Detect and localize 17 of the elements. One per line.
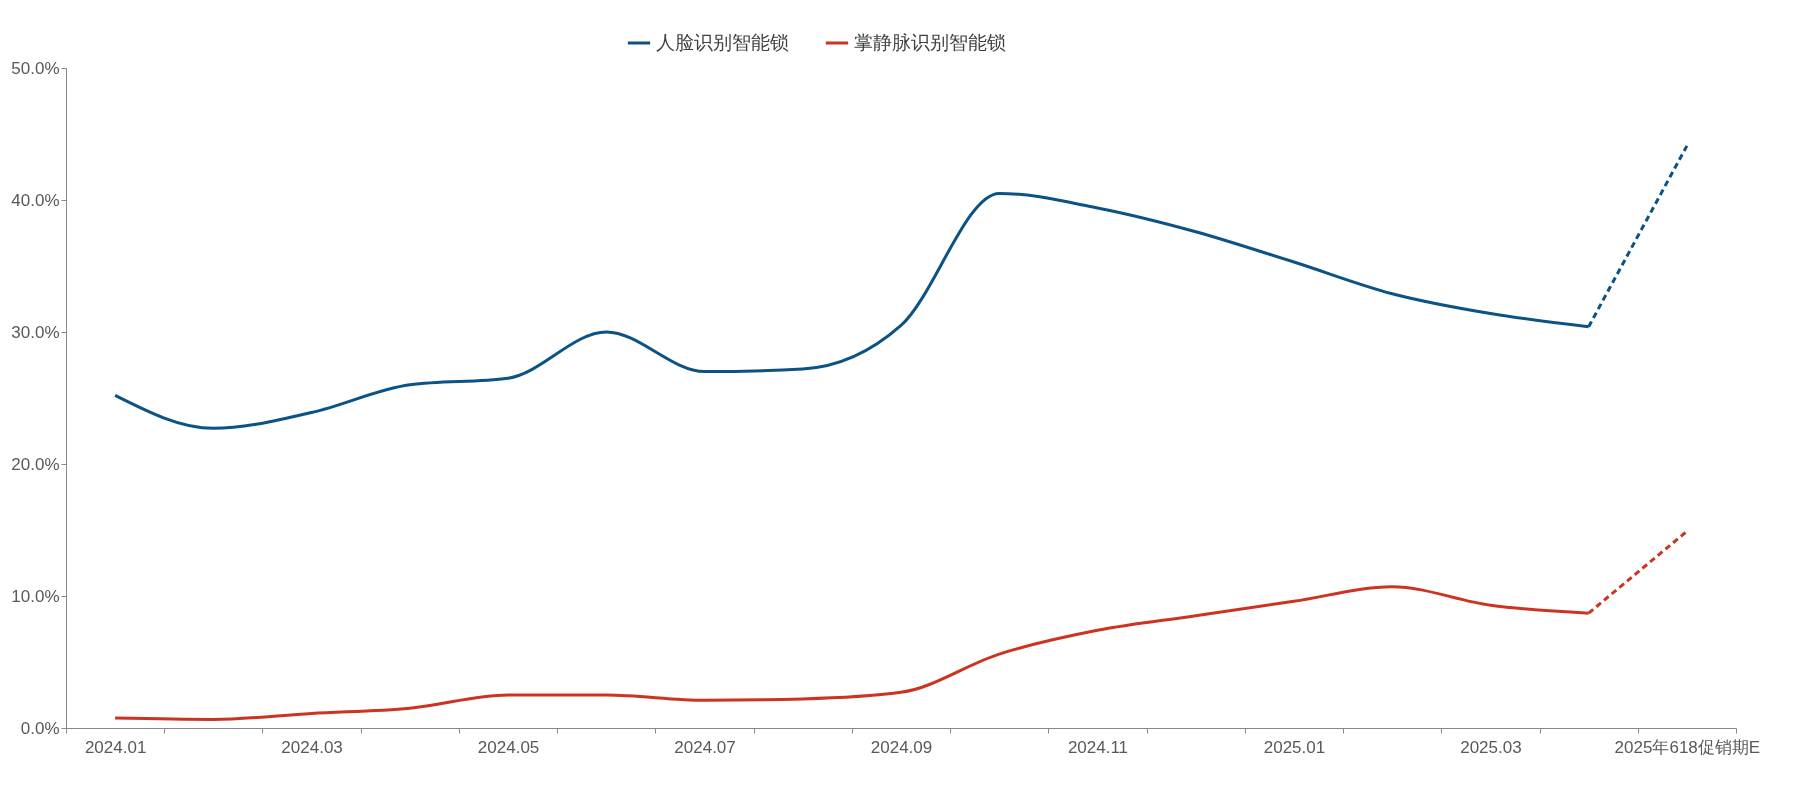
y-tick-label: 50.0% <box>11 58 60 78</box>
x-tick-label: 2024.07 <box>674 737 736 757</box>
x-tick-label: 2024.01 <box>84 737 147 757</box>
x-tick-label: 2024.11 <box>1067 737 1129 757</box>
y-tick-label: 0.0% <box>20 718 60 738</box>
x-tick-label: 2025.01 <box>1263 737 1326 757</box>
x-tick-label: 2024.03 <box>281 737 343 757</box>
legend-label: 掌静脉识别智能锁 <box>854 32 1006 53</box>
x-tick-label: 2024.05 <box>477 737 540 757</box>
y-tick-label: 10.0% <box>11 586 60 606</box>
x-tick-label: 2024.09 <box>870 737 933 757</box>
y-tick-label: 20.0% <box>11 454 60 474</box>
y-tick-label: 40.0% <box>11 190 60 210</box>
x-tick-label: 2025.03 <box>1460 737 1522 757</box>
y-tick-label: 30.0% <box>11 322 60 342</box>
x-tick-label: 2025年618促销期E <box>1614 737 1761 757</box>
legend-label: 人脸识别智能锁 <box>656 32 789 53</box>
